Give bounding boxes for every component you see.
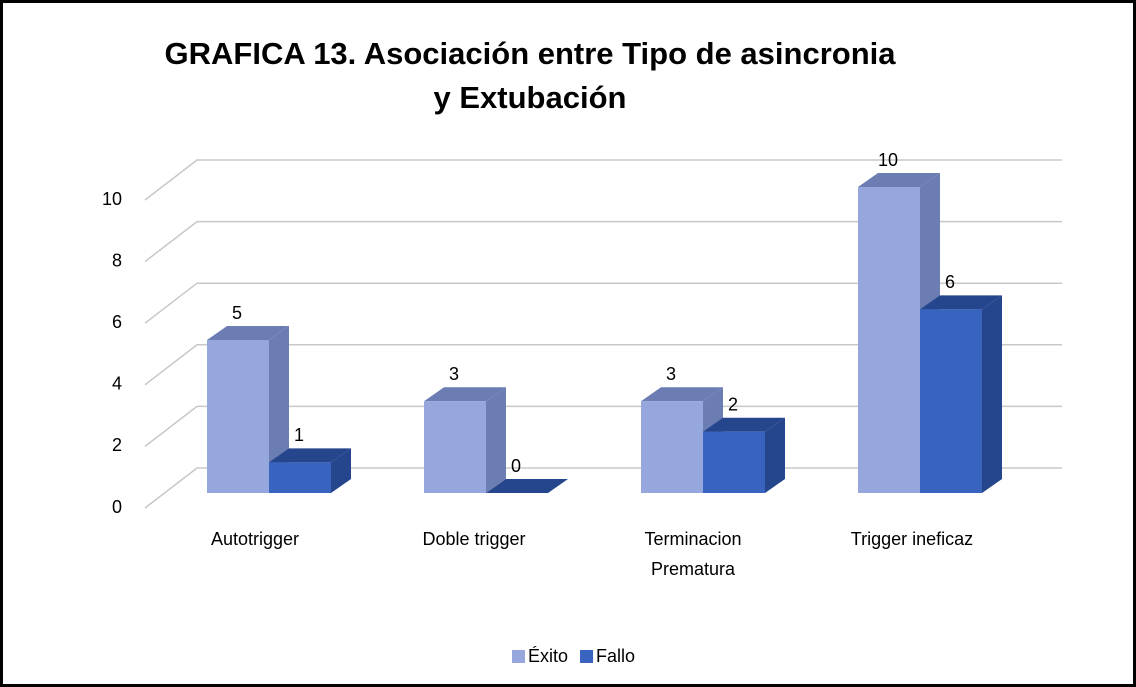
bar-face <box>858 187 920 493</box>
bar-face <box>486 387 506 493</box>
grid-line <box>144 159 1062 201</box>
data-label: 5 <box>232 303 242 323</box>
bar-face <box>331 448 351 493</box>
bar <box>207 326 289 493</box>
legend-swatch <box>512 650 525 663</box>
data-label: 3 <box>449 364 459 384</box>
data-label: 1 <box>294 425 304 445</box>
grid-line <box>144 405 1062 447</box>
bar-face <box>703 431 765 493</box>
bar-face <box>207 326 289 340</box>
y-tick-label: 0 <box>112 497 122 517</box>
x-tick-label: Autotrigger <box>211 529 299 549</box>
bar-face <box>207 340 269 493</box>
bar <box>269 448 351 493</box>
bar <box>486 479 568 493</box>
chart-title: y Extubación <box>434 80 627 115</box>
legend-swatch <box>580 650 594 663</box>
legend-label: Éxito <box>528 646 568 666</box>
y-tick-label: 10 <box>102 189 122 209</box>
y-tick-label: 8 <box>112 250 122 270</box>
x-tick-label: Doble trigger <box>422 529 525 549</box>
data-label: 0 <box>511 456 521 476</box>
bar-face <box>641 401 703 493</box>
bar-face <box>920 295 1002 310</box>
x-tick-label: Trigger ineficaz <box>851 529 973 549</box>
bar-face <box>858 173 940 187</box>
bar-face <box>703 417 785 432</box>
bar-face <box>982 295 1002 493</box>
data-label: 2 <box>728 395 738 415</box>
bar <box>703 417 785 493</box>
bar <box>920 295 1002 493</box>
data-label: 6 <box>945 272 955 292</box>
y-tick-label: 4 <box>112 374 122 394</box>
x-tick-label: Prematura <box>651 559 736 579</box>
grid-line <box>144 282 1062 324</box>
bar-face <box>920 309 982 493</box>
x-tick-label: Terminacion <box>644 529 741 549</box>
legend-label: Fallo <box>596 646 635 666</box>
bar-face <box>424 387 506 402</box>
data-label: 3 <box>666 364 676 384</box>
bar-face <box>641 387 723 402</box>
bar-face <box>765 417 785 493</box>
y-tick-label: 2 <box>112 435 122 455</box>
bar-face <box>486 479 568 493</box>
bar-face <box>269 326 289 493</box>
chart-title: GRAFICA 13. Asociación entre Tipo de asi… <box>165 36 897 71</box>
bar-face <box>269 462 331 493</box>
data-label: 10 <box>878 150 898 170</box>
grid-line <box>144 344 1062 386</box>
bar-face <box>269 448 351 463</box>
bar <box>424 387 506 493</box>
y-tick-label: 6 <box>112 312 122 332</box>
grid-line <box>144 220 1062 263</box>
bar-face <box>424 401 486 493</box>
